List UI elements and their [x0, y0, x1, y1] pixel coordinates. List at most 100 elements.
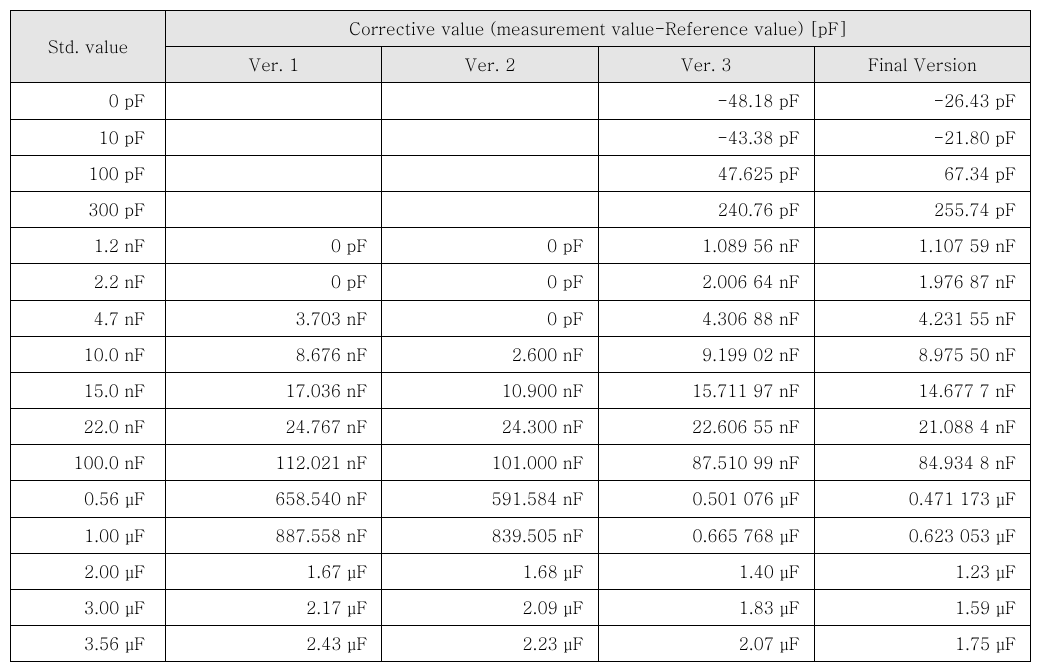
cell-final: 84.934 8 nF: [814, 445, 1030, 481]
cell-std: 100.0 nF: [11, 445, 166, 481]
cell-ver3: 2.006 64 nF: [598, 264, 814, 300]
table-row: 1.2 nF0 pF0 pF1.089 56 nF1.107 59 nF: [11, 228, 1031, 264]
cell-ver2: 1.68 µF: [382, 553, 598, 589]
cell-ver3: 15.711 97 nF: [598, 372, 814, 408]
cell-ver3: 1.40 µF: [598, 553, 814, 589]
cell-std: 300 pF: [11, 191, 166, 227]
cell-ver3: -48.18 pF: [598, 83, 814, 119]
cell-std: 15.0 nF: [11, 372, 166, 408]
cell-ver2: 839.505 nF: [382, 517, 598, 553]
cell-ver2: 2.09 µF: [382, 590, 598, 626]
cell-final: 1.59 µF: [814, 590, 1030, 626]
cell-final: 0.471 173 µF: [814, 481, 1030, 517]
cell-ver3: 47.625 pF: [598, 155, 814, 191]
cell-ver1: 112.021 nF: [166, 445, 382, 481]
cell-ver3: 0.501 076 µF: [598, 481, 814, 517]
table-row: 100 pF 47.625 pF67.34 pF: [11, 155, 1031, 191]
cell-ver1: 2.43 µF: [166, 626, 382, 662]
cell-std: 2.2 nF: [11, 264, 166, 300]
cell-ver1: [166, 83, 382, 119]
header-ver3: Ver. 3: [598, 47, 814, 83]
cell-ver3: 240.76 pF: [598, 191, 814, 227]
table-row: 0.56 µF658.540 nF591.584 nF0.501 076 µF0…: [11, 481, 1031, 517]
cell-final: 1.23 µF: [814, 553, 1030, 589]
cell-final: 0.623 053 µF: [814, 517, 1030, 553]
cell-std: 1.00 µF: [11, 517, 166, 553]
cell-final: 1.75 µF: [814, 626, 1030, 662]
cell-ver2: [382, 119, 598, 155]
table-row: 0 pF -48.18 pF-26.43 pF: [11, 83, 1031, 119]
table-row: 3.56 µF2.43 µF2.23 µF2.07 µF1.75 µF: [11, 626, 1031, 662]
cell-std: 100 pF: [11, 155, 166, 191]
cell-std: 4.7 nF: [11, 300, 166, 336]
cell-ver2: [382, 83, 598, 119]
cell-ver3: 87.510 99 nF: [598, 445, 814, 481]
cell-std: 0.56 µF: [11, 481, 166, 517]
cell-ver1: 2.17 µF: [166, 590, 382, 626]
cell-ver2: 0 pF: [382, 228, 598, 264]
cell-final: 8.975 50 nF: [814, 336, 1030, 372]
cell-std: 0 pF: [11, 83, 166, 119]
table-body: 0 pF -48.18 pF-26.43 pF 10 pF -43.38 pF-21.…: [11, 83, 1031, 662]
cell-ver3: 0.665 768 µF: [598, 517, 814, 553]
cell-final: 1.107 59 nF: [814, 228, 1030, 264]
cell-std: 10 pF: [11, 119, 166, 155]
cell-ver1: 887.558 nF: [166, 517, 382, 553]
cell-ver2: 10.900 nF: [382, 372, 598, 408]
cell-final: 14.677 7 nF: [814, 372, 1030, 408]
table-row: 2.2 nF0 pF0 pF2.006 64 nF1.976 87 nF: [11, 264, 1031, 300]
cell-ver1: 0 pF: [166, 264, 382, 300]
cell-final: 21.088 4 nF: [814, 409, 1030, 445]
cell-ver1: 1.67 µF: [166, 553, 382, 589]
table-row: 300 pF 240.76 pF255.74 pF: [11, 191, 1031, 227]
cell-std: 22.0 nF: [11, 409, 166, 445]
cell-std: 2.00 µF: [11, 553, 166, 589]
header-ver1: Ver. 1: [166, 47, 382, 83]
table-row: 22.0 nF24.767 nF24.300 nF22.606 55 nF21.…: [11, 409, 1031, 445]
header-ver2: Ver. 2: [382, 47, 598, 83]
cell-std: 10.0 nF: [11, 336, 166, 372]
cell-final: -26.43 pF: [814, 83, 1030, 119]
table-row: 4.7 nF3.703 nF0 pF4.306 88 nF4.231 55 nF: [11, 300, 1031, 336]
cell-ver2: [382, 191, 598, 227]
cell-ver3: 1.83 µF: [598, 590, 814, 626]
cell-ver1: [166, 155, 382, 191]
cell-ver1: 3.703 nF: [166, 300, 382, 336]
cell-std: 3.56 µF: [11, 626, 166, 662]
cell-ver2: 2.600 nF: [382, 336, 598, 372]
cell-ver1: 8.676 nF: [166, 336, 382, 372]
cell-final: -21.80 pF: [814, 119, 1030, 155]
cell-ver3: -43.38 pF: [598, 119, 814, 155]
cell-final: 255.74 pF: [814, 191, 1030, 227]
table-row: 1.00 µF887.558 nF839.505 nF0.665 768 µF0…: [11, 517, 1031, 553]
cell-ver3: 1.089 56 nF: [598, 228, 814, 264]
cell-ver1: 658.540 nF: [166, 481, 382, 517]
table-row: 100.0 nF112.021 nF101.000 nF87.510 99 nF…: [11, 445, 1031, 481]
cell-ver2: 2.23 µF: [382, 626, 598, 662]
corrective-value-table: Std. value Corrective value (measurement…: [10, 10, 1031, 662]
table-row: 15.0 nF17.036 nF10.900 nF15.711 97 nF14.…: [11, 372, 1031, 408]
cell-ver2: 591.584 nF: [382, 481, 598, 517]
cell-final: 1.976 87 nF: [814, 264, 1030, 300]
cell-ver3: 9.199 02 nF: [598, 336, 814, 372]
table-row: 10.0 nF8.676 nF2.600 nF9.199 02 nF8.975 …: [11, 336, 1031, 372]
cell-ver3: 2.07 µF: [598, 626, 814, 662]
cell-std: 1.2 nF: [11, 228, 166, 264]
header-group: Corrective value (measurement value-Refe…: [166, 11, 1031, 47]
cell-ver2: 101.000 nF: [382, 445, 598, 481]
table-row: 3.00 µF2.17 µF2.09 µF1.83 µF1.59 µF: [11, 590, 1031, 626]
cell-ver2: 24.300 nF: [382, 409, 598, 445]
cell-final: 67.34 pF: [814, 155, 1030, 191]
cell-final: 4.231 55 nF: [814, 300, 1030, 336]
cell-ver1: 17.036 nF: [166, 372, 382, 408]
table-row: 10 pF -43.38 pF-21.80 pF: [11, 119, 1031, 155]
cell-ver2: [382, 155, 598, 191]
cell-ver2: 0 pF: [382, 300, 598, 336]
cell-ver3: 22.606 55 nF: [598, 409, 814, 445]
table-row: 2.00 µF1.67 µF1.68 µF1.40 µF1.23 µF: [11, 553, 1031, 589]
header-final: Final Version: [814, 47, 1030, 83]
cell-ver2: 0 pF: [382, 264, 598, 300]
cell-ver1: 0 pF: [166, 228, 382, 264]
header-std-value: Std. value: [11, 11, 166, 83]
cell-ver1: [166, 191, 382, 227]
